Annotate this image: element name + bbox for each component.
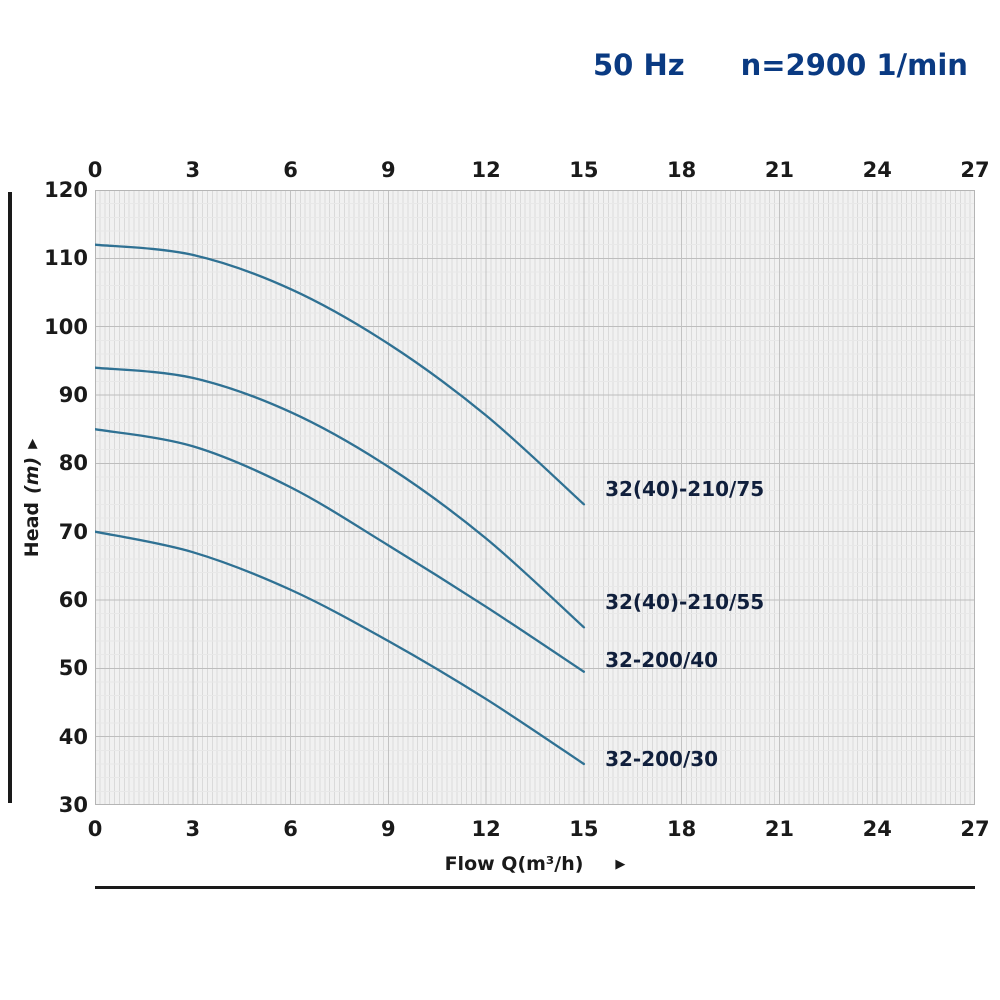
curve-label: 32(40)-210/55 xyxy=(605,590,764,614)
x-tick-label: 21 xyxy=(764,817,795,841)
x-tick-label: 21 xyxy=(764,158,795,182)
y-tick-label: 110 xyxy=(44,246,88,271)
pump-curve xyxy=(95,530,586,766)
x-tick-label: 15 xyxy=(569,817,599,841)
x-tick-label: 0 xyxy=(87,158,103,182)
y-tick-label: 90 xyxy=(58,383,88,407)
y-tick-label: 30 xyxy=(58,793,88,817)
x-axis-label: Flow Q (m³/h) ▶ xyxy=(95,853,975,875)
x-tick-label: 9 xyxy=(381,817,396,841)
x-axis-arrow-icon: ▶ xyxy=(615,856,626,872)
y-axis-ticks: 30 40 50 60 70 80 90 100 110 120 xyxy=(28,178,88,817)
x-tick-label: 27 xyxy=(960,817,990,841)
x-tick-label: 9 xyxy=(381,158,396,182)
x-axis-label-unit: (m³/h) xyxy=(517,853,584,875)
x-axis-label-text: Flow Q xyxy=(444,853,518,875)
x-tick-label: 0 xyxy=(87,817,103,841)
bottom-axis-line xyxy=(95,886,975,889)
x-tick-label: 15 xyxy=(569,158,599,182)
x-tick-label: 18 xyxy=(667,817,697,841)
y-tick-label: 100 xyxy=(44,314,88,339)
curve-label: 32(40)-210/75 xyxy=(605,477,764,501)
pump-curve xyxy=(95,243,586,506)
y-axis-line xyxy=(8,192,12,803)
y-tick-label: 60 xyxy=(58,588,88,612)
x-tick-label: 3 xyxy=(185,817,201,841)
pump-curve xyxy=(95,366,586,629)
frequency-label: 50 Hz xyxy=(593,48,685,82)
speed-label: n=2900 1/min xyxy=(740,48,968,82)
x-tick-label: 6 xyxy=(283,817,298,841)
x-axis-bottom-ticks: 0 3 6 9 12 15 18 21 24 27 xyxy=(88,817,990,845)
chart-header: 50 Hz n=2900 1/min xyxy=(593,48,968,82)
y-tick-label: 120 xyxy=(44,178,88,202)
y-tick-label: 70 xyxy=(58,519,88,544)
plot-area: 32(40)-210/75 32(40)-210/55 32-200/40 32-20… xyxy=(95,190,975,805)
y-tick-label: 80 xyxy=(58,451,88,476)
x-tick-label: 12 xyxy=(471,817,501,841)
curve-label: 32-200/30 xyxy=(605,747,718,771)
x-tick-label: 27 xyxy=(960,158,990,182)
x-tick-label: 12 xyxy=(471,158,501,182)
x-tick-label: 18 xyxy=(667,158,697,182)
x-tick-label: 3 xyxy=(185,158,201,182)
pump-curve xyxy=(95,428,586,673)
plot-border xyxy=(95,190,975,805)
x-tick-label: 6 xyxy=(283,158,298,182)
y-tick-label: 50 xyxy=(58,656,88,681)
y-tick-label: 40 xyxy=(58,724,88,749)
x-tick-label: 24 xyxy=(862,817,892,841)
x-tick-label: 24 xyxy=(862,158,892,182)
curve-label: 32-200/40 xyxy=(605,648,718,672)
x-axis-top-ticks: 0 3 6 9 12 15 18 21 24 27 xyxy=(88,158,990,186)
